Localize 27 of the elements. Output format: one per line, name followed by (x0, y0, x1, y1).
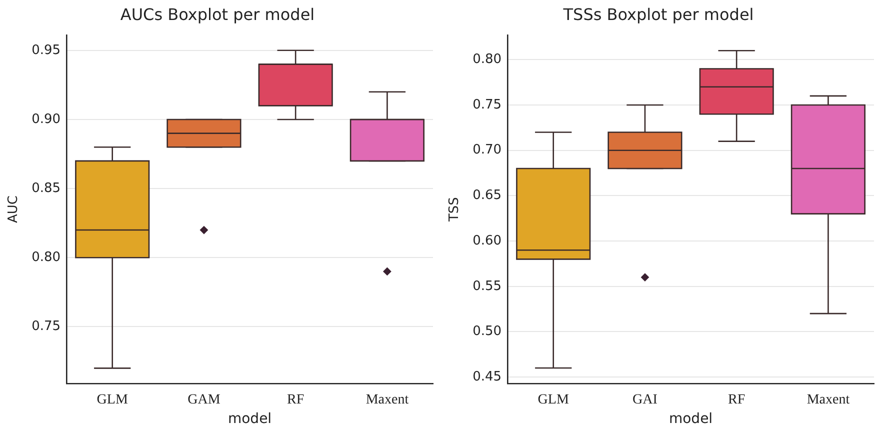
y-tick-label: 0.90 (32, 112, 61, 127)
x-tick-label: RF (287, 392, 304, 408)
y-tick-label: 0.55 (472, 278, 502, 294)
x-axis-title: model (668, 411, 713, 428)
chart-title: TSSs Boxplot per model (562, 4, 754, 24)
y-tick-label: 0.70 (472, 142, 502, 158)
y-tick-label: 0.65 (472, 188, 502, 204)
y-axis-title: TSS (447, 197, 462, 223)
x-tick-label: Maxent (806, 392, 850, 408)
x-tick-label: RF (728, 392, 746, 408)
y-tick-label: 0.80 (472, 52, 502, 68)
x-tick-label: GLM (538, 392, 570, 408)
x-tick-label: Maxent (366, 392, 409, 408)
x-tick-label: GAI (632, 392, 658, 408)
x-axis-title: model (228, 411, 272, 428)
y-tick-label: 0.50 (472, 324, 502, 340)
y-tick-label: 0.80 (32, 250, 61, 266)
y-tick-label: 0.95 (32, 42, 61, 58)
y-tick-label: 0.85 (32, 180, 61, 196)
y-axis-title: AUC (6, 196, 22, 224)
x-tick-label: GAM (188, 392, 221, 408)
chart-title: AUCs Boxplot per model (120, 4, 315, 24)
x-tick-label: GLM (96, 392, 128, 408)
y-tick-label: 0.75 (472, 97, 502, 112)
y-tick-label: 0.60 (472, 233, 502, 248)
y-tick-label: 0.75 (32, 319, 61, 334)
y-tick-label: 0.45 (472, 369, 502, 384)
